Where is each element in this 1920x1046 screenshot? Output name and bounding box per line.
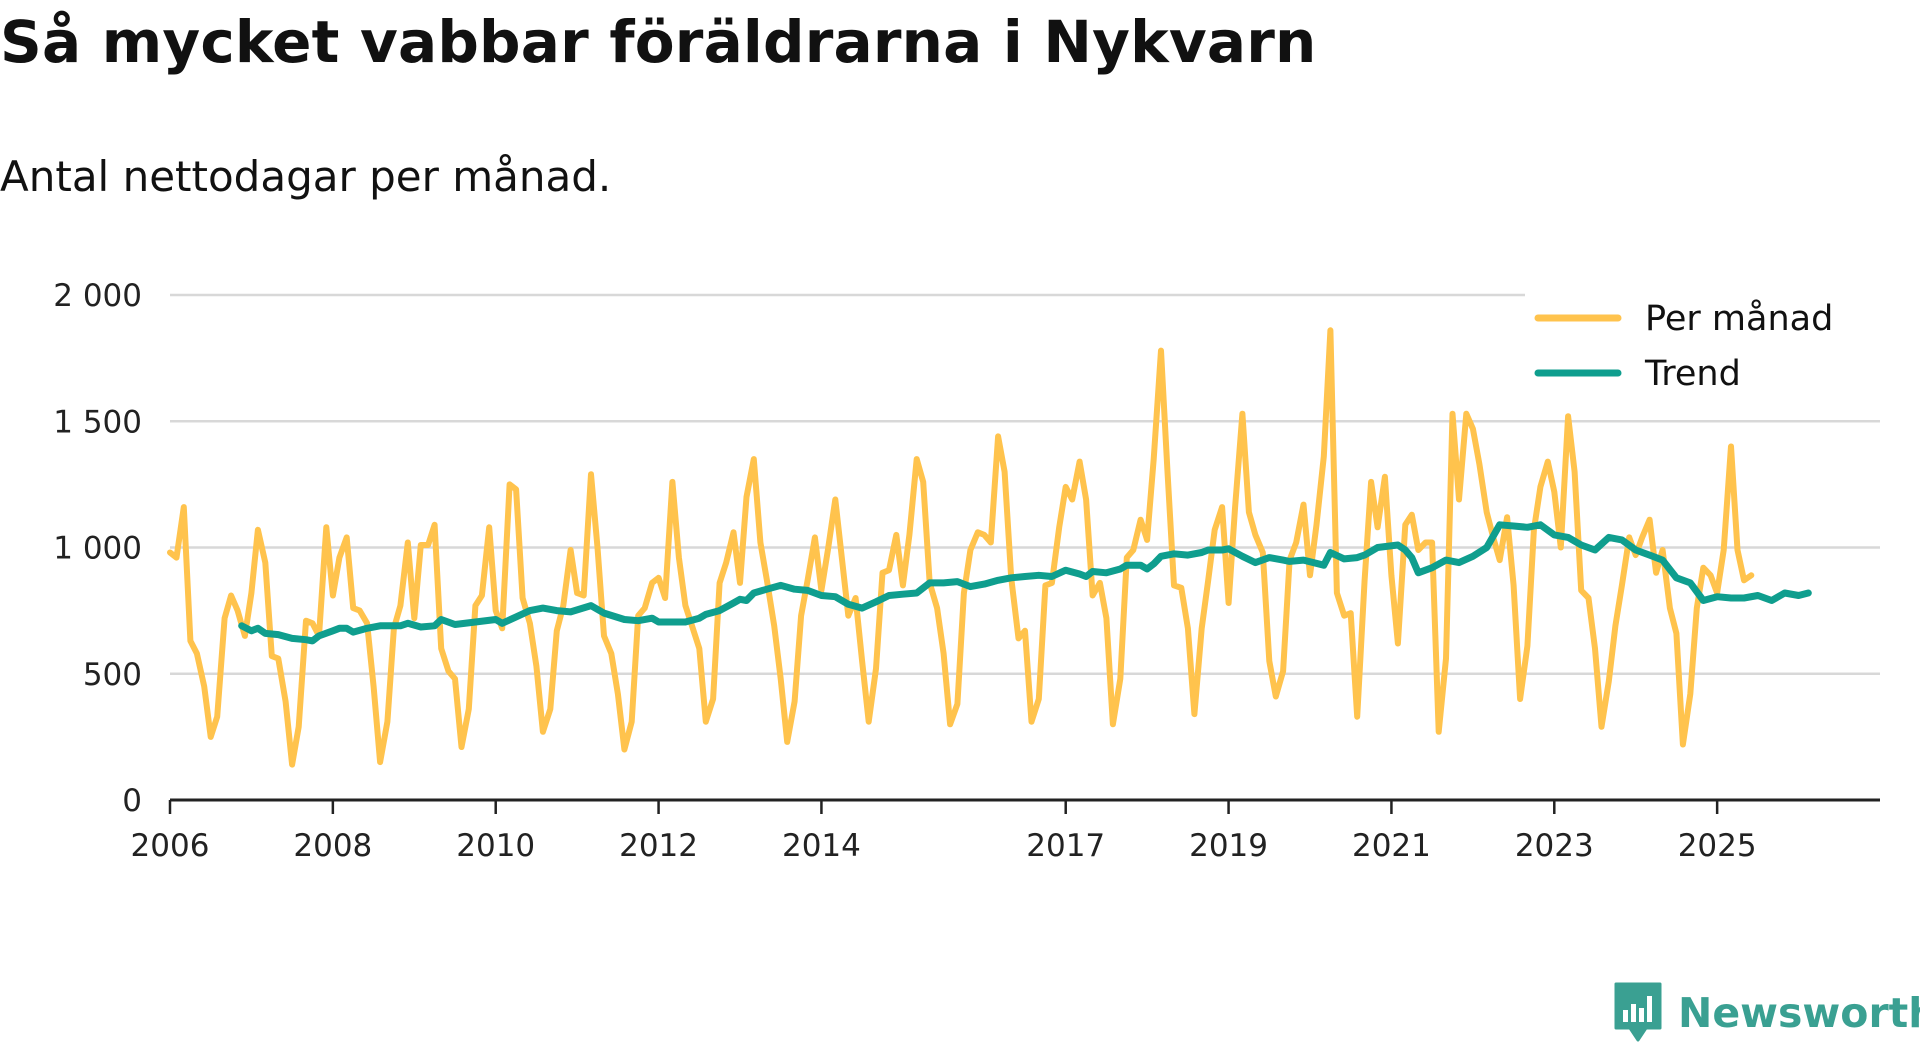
chart-subtitle: Antal nettodagar per månad. xyxy=(0,152,612,201)
y-tick-label: 2 000 xyxy=(53,278,142,314)
legend-label-trend: Trend xyxy=(1644,354,1741,394)
legend-label-per-manad: Per månad xyxy=(1645,298,1833,339)
series-line-per-manad xyxy=(167,327,1755,768)
x-tick-label: 2008 xyxy=(293,828,372,864)
chart-title: Så mycket vabbar föräldrarna i Nykvarn xyxy=(0,8,1317,76)
legend: Per månad Trend xyxy=(1525,290,1885,396)
x-tick-label: 2025 xyxy=(1678,828,1757,864)
bar-chart-badge-icon xyxy=(1614,982,1662,1042)
newsworthy-brand: Newsworthy xyxy=(1612,980,1920,1046)
series-lines xyxy=(167,327,1812,768)
y-tick-label: 500 xyxy=(83,657,142,693)
y-tick-label: 1 500 xyxy=(53,404,142,440)
brand-name: Newsworthy xyxy=(1678,989,1920,1037)
legend-background xyxy=(1525,290,1885,396)
x-tick-label: 2019 xyxy=(1189,828,1268,864)
x-tick-label: 2012 xyxy=(619,828,698,864)
x-tick-label: 2017 xyxy=(1026,828,1105,864)
axes: 0 500 1 000 1 500 2 000 2006 2008 2010 2012 2014 2… xyxy=(53,278,1880,864)
x-tick-label: 2021 xyxy=(1352,828,1431,864)
x-tick-label: 2010 xyxy=(456,828,535,864)
y-tick-label: 1 000 xyxy=(53,531,142,567)
x-tick-label: 2023 xyxy=(1515,828,1594,864)
x-tick-label: 2006 xyxy=(131,828,210,864)
y-tick-label: 0 xyxy=(122,783,142,819)
series-line-trend xyxy=(238,521,1812,645)
x-tick-label: 2014 xyxy=(782,828,861,864)
